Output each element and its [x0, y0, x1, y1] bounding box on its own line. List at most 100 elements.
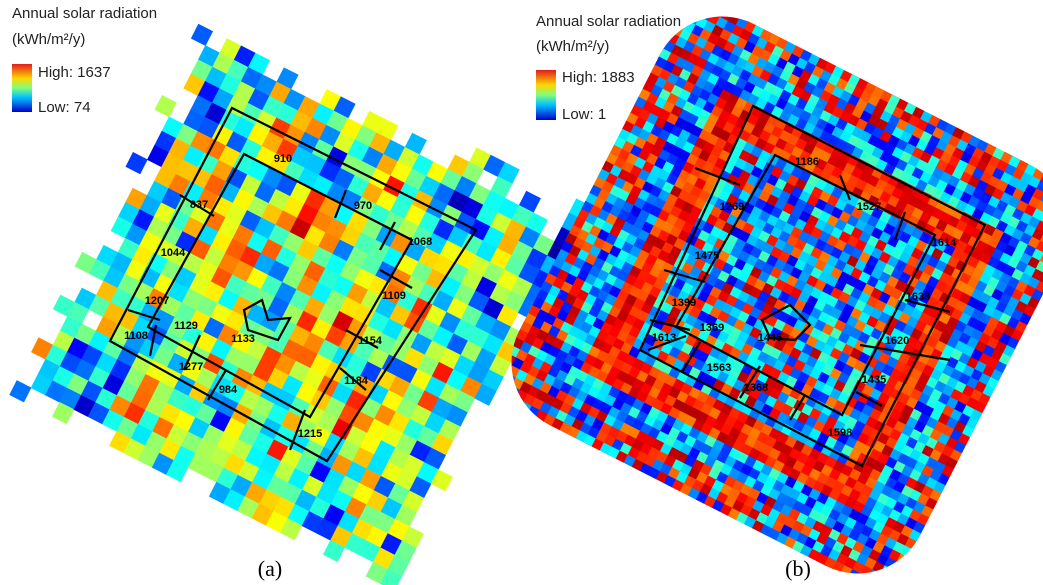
raster-cell [151, 452, 175, 475]
raster-cell [210, 302, 233, 326]
raster-cell [146, 216, 169, 239]
raster-cell [402, 418, 425, 442]
raster-cell [297, 96, 320, 119]
raster-cell [359, 468, 382, 491]
raster-cell [289, 181, 313, 205]
raster-cell [208, 481, 232, 505]
raster-cell [166, 460, 189, 483]
raster-cell [361, 218, 384, 241]
raster-cell [491, 397, 504, 411]
raster-cell [380, 461, 403, 484]
raster-cell [218, 217, 241, 240]
raster-cell [197, 152, 220, 175]
building-label: 1435 [862, 374, 886, 386]
raster-cell [323, 504, 346, 527]
raster-cell [45, 380, 68, 403]
raster-cell [330, 418, 354, 441]
raster-cell [432, 218, 455, 241]
raster-cell [317, 339, 340, 362]
raster-cell [131, 316, 154, 339]
legend-high: High: 1637 [38, 64, 111, 81]
raster-cell [261, 95, 285, 119]
raster-cell [237, 424, 261, 448]
legend-units: (kWh/m²/y) [536, 38, 609, 55]
legend-high: High: 1883 [562, 69, 635, 86]
building-label: 1527 [857, 201, 881, 213]
raster-cell [309, 425, 332, 448]
raster-cell [167, 209, 191, 232]
raster-cell [402, 454, 425, 477]
raster-cell [410, 261, 434, 284]
raster-cell [139, 230, 162, 254]
raster-cell [217, 288, 240, 311]
raster-cell [499, 401, 512, 415]
raster-cell [109, 359, 132, 382]
building-label: 1613 [652, 332, 676, 344]
raster-cell [287, 468, 310, 491]
raster-cell [232, 188, 255, 211]
raster-cell [52, 401, 75, 425]
raster-cell [361, 146, 384, 169]
raster-cell [373, 440, 396, 463]
raster-cell [233, 81, 256, 104]
raster-cell [302, 368, 325, 391]
raster-cell [123, 402, 146, 425]
raster-cell [395, 397, 418, 420]
raster-cell [280, 446, 303, 469]
raster-cell [288, 360, 311, 383]
raster-cell [281, 375, 304, 398]
building-label: 1598 [828, 427, 852, 439]
raster-cell [110, 252, 133, 275]
raster-cell [174, 266, 197, 290]
raster-cell [843, 577, 857, 585]
raster-cell [687, 0, 701, 6]
raster-cell [31, 337, 54, 360]
raster-cell [346, 210, 370, 234]
raster-cell [154, 95, 177, 118]
raster-cell [360, 361, 383, 384]
raster-cell [197, 81, 220, 104]
raster-cell [247, 52, 271, 75]
raster-cell [95, 387, 118, 411]
raster-cell [197, 45, 221, 68]
raster-cell [217, 252, 240, 276]
legend-low: Low: 74 [38, 99, 91, 116]
raster-cell [425, 268, 448, 291]
raster-cell [168, 138, 191, 161]
raster-cell [168, 173, 191, 197]
raster-cell [497, 162, 520, 185]
raster-cell [518, 262, 541, 285]
raster-cell [160, 295, 183, 318]
raster-cell [337, 475, 360, 498]
raster-cell [468, 183, 491, 206]
raster-cell [310, 318, 333, 341]
raster-cell [30, 373, 53, 396]
raster-cell [38, 358, 61, 382]
raster-cell [453, 354, 476, 378]
raster-cell [183, 73, 206, 96]
raster-cell [190, 95, 213, 118]
raster-cell [358, 504, 382, 527]
raster-cell [510, 276, 534, 299]
raster-cell [166, 424, 189, 447]
caption: (b) [785, 556, 811, 581]
raster-cell [295, 346, 318, 369]
raster-cell [431, 326, 455, 349]
raster-cell [197, 116, 220, 140]
raster-cell [237, 496, 260, 519]
raster-cell [416, 426, 439, 449]
raster-cell [394, 504, 417, 527]
raster-cell [353, 339, 376, 363]
raster-cell [233, 117, 256, 140]
raster-cell [274, 281, 297, 305]
raster-cell [281, 303, 304, 326]
building-label: 970 [354, 200, 372, 212]
raster-cell [461, 233, 484, 256]
raster-cell [876, 573, 889, 585]
raster-cell [346, 246, 369, 269]
building-label: 1154 [358, 335, 383, 347]
raster-cell [394, 468, 418, 492]
raster-cell [290, 146, 313, 169]
raster-cell [303, 296, 326, 319]
raster-cell [132, 209, 155, 232]
